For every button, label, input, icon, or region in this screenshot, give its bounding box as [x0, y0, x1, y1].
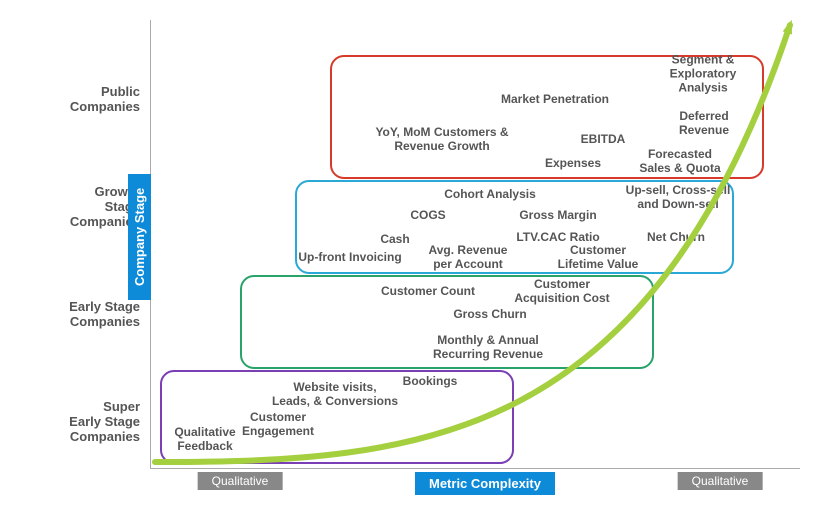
- metric-label: Website visits, Leads, & Conversions: [272, 381, 398, 409]
- y-axis-labels: Public Companies Growth Stage Companies Ea…: [40, 85, 140, 445]
- metric-label: Up-front Invoicing: [298, 251, 401, 265]
- metric-label: Monthly & Annual Recurring Revenue: [433, 334, 543, 362]
- metric-label: Gross Margin: [519, 209, 596, 223]
- metric-label: Qualitative Feedback: [174, 426, 235, 454]
- y-category-label: Super Early Stage Companies: [40, 400, 140, 445]
- y-axis-title: Company Stage: [128, 174, 151, 300]
- metric-label: EBITDA: [581, 133, 626, 147]
- metric-label: Expenses: [545, 157, 601, 171]
- x-axis-title: Metric Complexity: [415, 472, 555, 495]
- y-category-label: Growth Stage Companies: [40, 185, 140, 230]
- metric-label: Customer Engagement: [242, 411, 314, 439]
- metric-label: Up-sell, Cross-sell and Down-sell: [626, 184, 731, 212]
- x-label-right: Qualitative: [678, 472, 763, 490]
- metric-label: Segment & Exploratory Analysis: [645, 53, 762, 94]
- metric-label: YoY, MoM Customers & Revenue Growth: [375, 126, 508, 154]
- y-category-label: Public Companies: [40, 85, 140, 115]
- metric-label: Cohort Analysis: [444, 188, 536, 202]
- metric-label: Customer Lifetime Value: [558, 244, 639, 272]
- metrics-complexity-chart: Public Companies Growth Stage Companies Ea…: [0, 0, 820, 519]
- metric-label: Market Penetration: [501, 93, 609, 107]
- metric-label: Avg. Revenue per Account: [429, 244, 508, 272]
- x-axis: [150, 468, 800, 469]
- metric-label: Gross Churn: [453, 308, 526, 322]
- metric-label: Bookings: [403, 375, 458, 389]
- x-label-left: Qualitative: [198, 472, 283, 490]
- metric-label: Forecasted Sales & Quota: [639, 148, 720, 176]
- metric-label: Net Churn: [647, 231, 705, 245]
- metric-label: Customer Count: [381, 285, 475, 299]
- metric-label: Deferred Revenue: [679, 110, 729, 138]
- metric-label: Cash: [380, 233, 409, 247]
- metric-label: COGS: [410, 209, 445, 223]
- y-category-label: Early Stage Companies: [40, 300, 140, 330]
- metric-label: Customer Acquisition Cost: [514, 278, 609, 306]
